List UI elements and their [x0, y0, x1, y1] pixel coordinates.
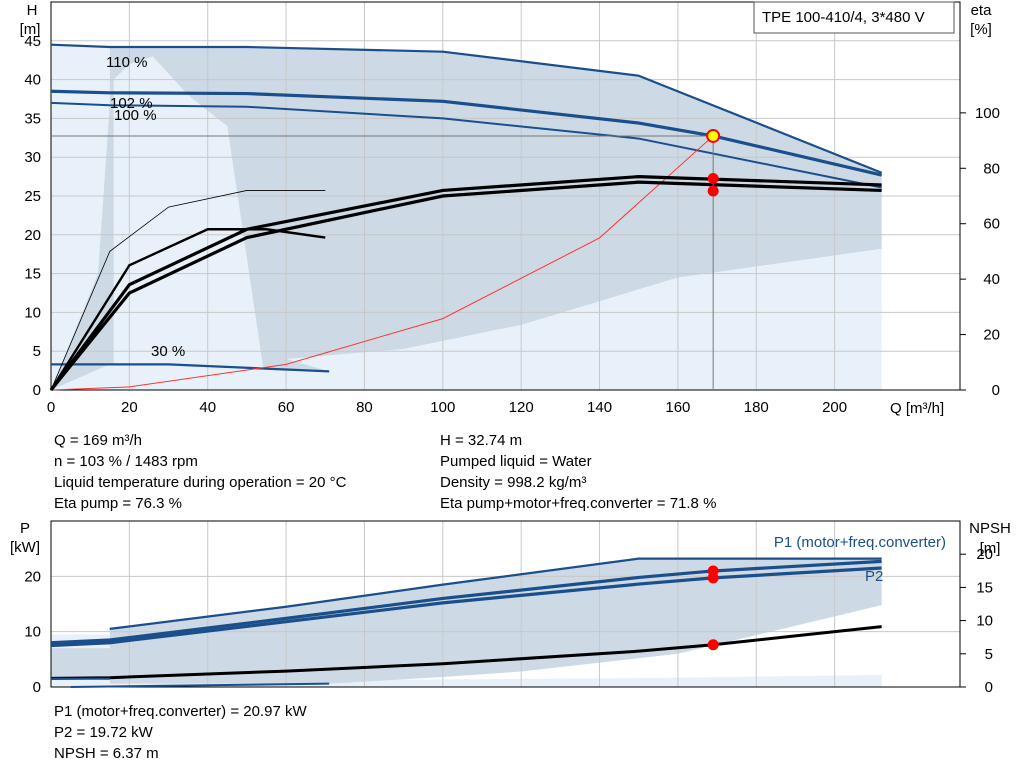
npsh-tick-label: 0: [985, 679, 993, 696]
y-left-tick-label: 35: [24, 110, 41, 127]
p1-curve-label: P1 (motor+freq.converter): [774, 534, 946, 551]
head-value: H = 32.74 m: [440, 432, 523, 449]
speed-value: n = 103 % / 1483 rpm: [54, 453, 198, 470]
x-tick-label: 40: [199, 399, 216, 416]
y-right-tick-label: 20: [983, 327, 1000, 344]
power-npsh-plot: 0 10 20 0 5 10 15 20 P [kW] NPSH [m] P1 (motor+freq.…: [10, 520, 1011, 696]
curve-100-percent: [50, 101, 882, 189]
y-left-unit: [m]: [20, 21, 41, 38]
eta-low-speed-curve: [49, 228, 326, 391]
x-tick-label: 200: [822, 399, 847, 416]
duty-info-left: Q = 169 m³/h n = 103 % / 1483 rpm Liquid…: [54, 430, 346, 514]
p1-value: P1 (motor+freq.converter) = 20.97 kW: [54, 703, 307, 720]
y-left-tick-label: 45: [24, 33, 41, 50]
power-axis-title: P: [20, 520, 30, 537]
p1-max-curve: [109, 557, 882, 630]
duty-point-marker: [706, 128, 721, 143]
eta-duty-point: [707, 185, 719, 197]
power-duty-point: [707, 639, 719, 651]
pumped-liquid-value: Pumped liquid = Water: [440, 453, 592, 470]
y-right-unit: [%]: [970, 21, 992, 38]
npsh-value: NPSH = 6.37 m: [54, 745, 159, 762]
p-min-curve: [70, 682, 330, 688]
power-tick-label: 0: [33, 679, 41, 696]
x-tick-label: 100: [430, 399, 455, 416]
curve-30-percent: [51, 363, 330, 373]
y-right-title: eta: [971, 2, 993, 19]
curve-110-percent: [50, 43, 883, 174]
y-left-tick-label: 10: [24, 304, 41, 321]
x-tick-label: 20: [121, 399, 138, 416]
flow-value: Q = 169 m³/h: [54, 432, 142, 449]
x-tick-label: 140: [587, 399, 612, 416]
x-axis-title: Q [m³/h]: [890, 400, 944, 417]
x-tick-label: 0: [47, 399, 55, 416]
x-tick-label: 60: [278, 399, 295, 416]
y-left-tick-label: 5: [33, 343, 41, 360]
eta-total-value: Eta pump+motor+freq.converter = 71.8 %: [440, 495, 717, 512]
power-tick-label: 20: [24, 568, 41, 585]
y-right-tick-label: 100: [975, 105, 1000, 122]
eta-duty-point: [707, 173, 719, 185]
x-tick-label: 180: [744, 399, 769, 416]
label-110-percent: 110 %: [106, 54, 147, 71]
model-label: TPE 100-410/4, 3*480 V: [762, 9, 925, 26]
x-tick-label: 160: [665, 399, 690, 416]
power-envelope: [51, 558, 882, 684]
y-left-tick-label: 0: [33, 382, 41, 399]
power-info: P1 (motor+freq.converter) = 20.97 kW P2 …: [54, 701, 307, 764]
npsh-tick-label: 20: [976, 546, 993, 563]
eta-pump-curve: [49, 174, 882, 391]
y-left-tick-label: 30: [24, 149, 41, 166]
y-right-tick-label: 60: [983, 216, 1000, 233]
y-left-tick-label: 15: [24, 266, 41, 283]
y-right-tick-label: 0: [992, 382, 1000, 399]
eta-pump-value: Eta pump = 76.3 %: [54, 495, 182, 512]
power-plot-frame: [50, 520, 961, 688]
label-30-percent: 30 %: [151, 343, 185, 360]
y-right-tick-label: 80: [983, 160, 1000, 177]
density-value: Density = 998.2 kg/m³: [440, 474, 587, 491]
power-axis-unit: [kW]: [10, 539, 40, 556]
power-tick-label: 10: [24, 624, 41, 641]
npsh-tick-label: 5: [985, 646, 993, 663]
y-left-tick-label: 40: [24, 72, 41, 89]
label-100-percent: 100 %: [114, 107, 157, 124]
eta-thin-curve: [50, 190, 326, 391]
eta-total-curve: [49, 180, 882, 392]
liquid-temperature-value: Liquid temperature during operation = 20…: [54, 474, 347, 491]
system-curve: [50, 135, 714, 391]
head-efficiency-plot: 0 20 40 60 80 100 120 140 160 180 2000510152025303…: [20, 1, 1000, 417]
y-right-tick-label: 40: [983, 271, 1000, 288]
npsh-tick-label: 10: [976, 613, 993, 630]
npsh-axis-title: NPSH: [969, 520, 1011, 537]
y-left-tick-label: 25: [24, 188, 41, 205]
p2-curve-label: P2: [865, 568, 883, 585]
duty-info-right: H = 32.74 m Pumped liquid = Water Densit…: [440, 430, 716, 514]
plot-frame: [50, 1, 961, 391]
p2-value: P2 = 19.72 kW: [54, 724, 153, 741]
y-left-title: H: [27, 2, 38, 19]
model-label-box: [753, 1, 955, 34]
label-102-percent: 102 %: [110, 95, 153, 112]
x-tick-label: 80: [356, 399, 373, 416]
y-left-tick-label: 20: [24, 227, 41, 244]
operating-envelope: [51, 47, 882, 391]
power-duty-point: [707, 572, 719, 584]
npsh-axis-unit: [m]: [980, 540, 1001, 557]
npsh-tick-label: 15: [976, 579, 993, 596]
eta-envelope-inner: [113, 56, 267, 390]
x-tick-label: 120: [509, 399, 534, 416]
